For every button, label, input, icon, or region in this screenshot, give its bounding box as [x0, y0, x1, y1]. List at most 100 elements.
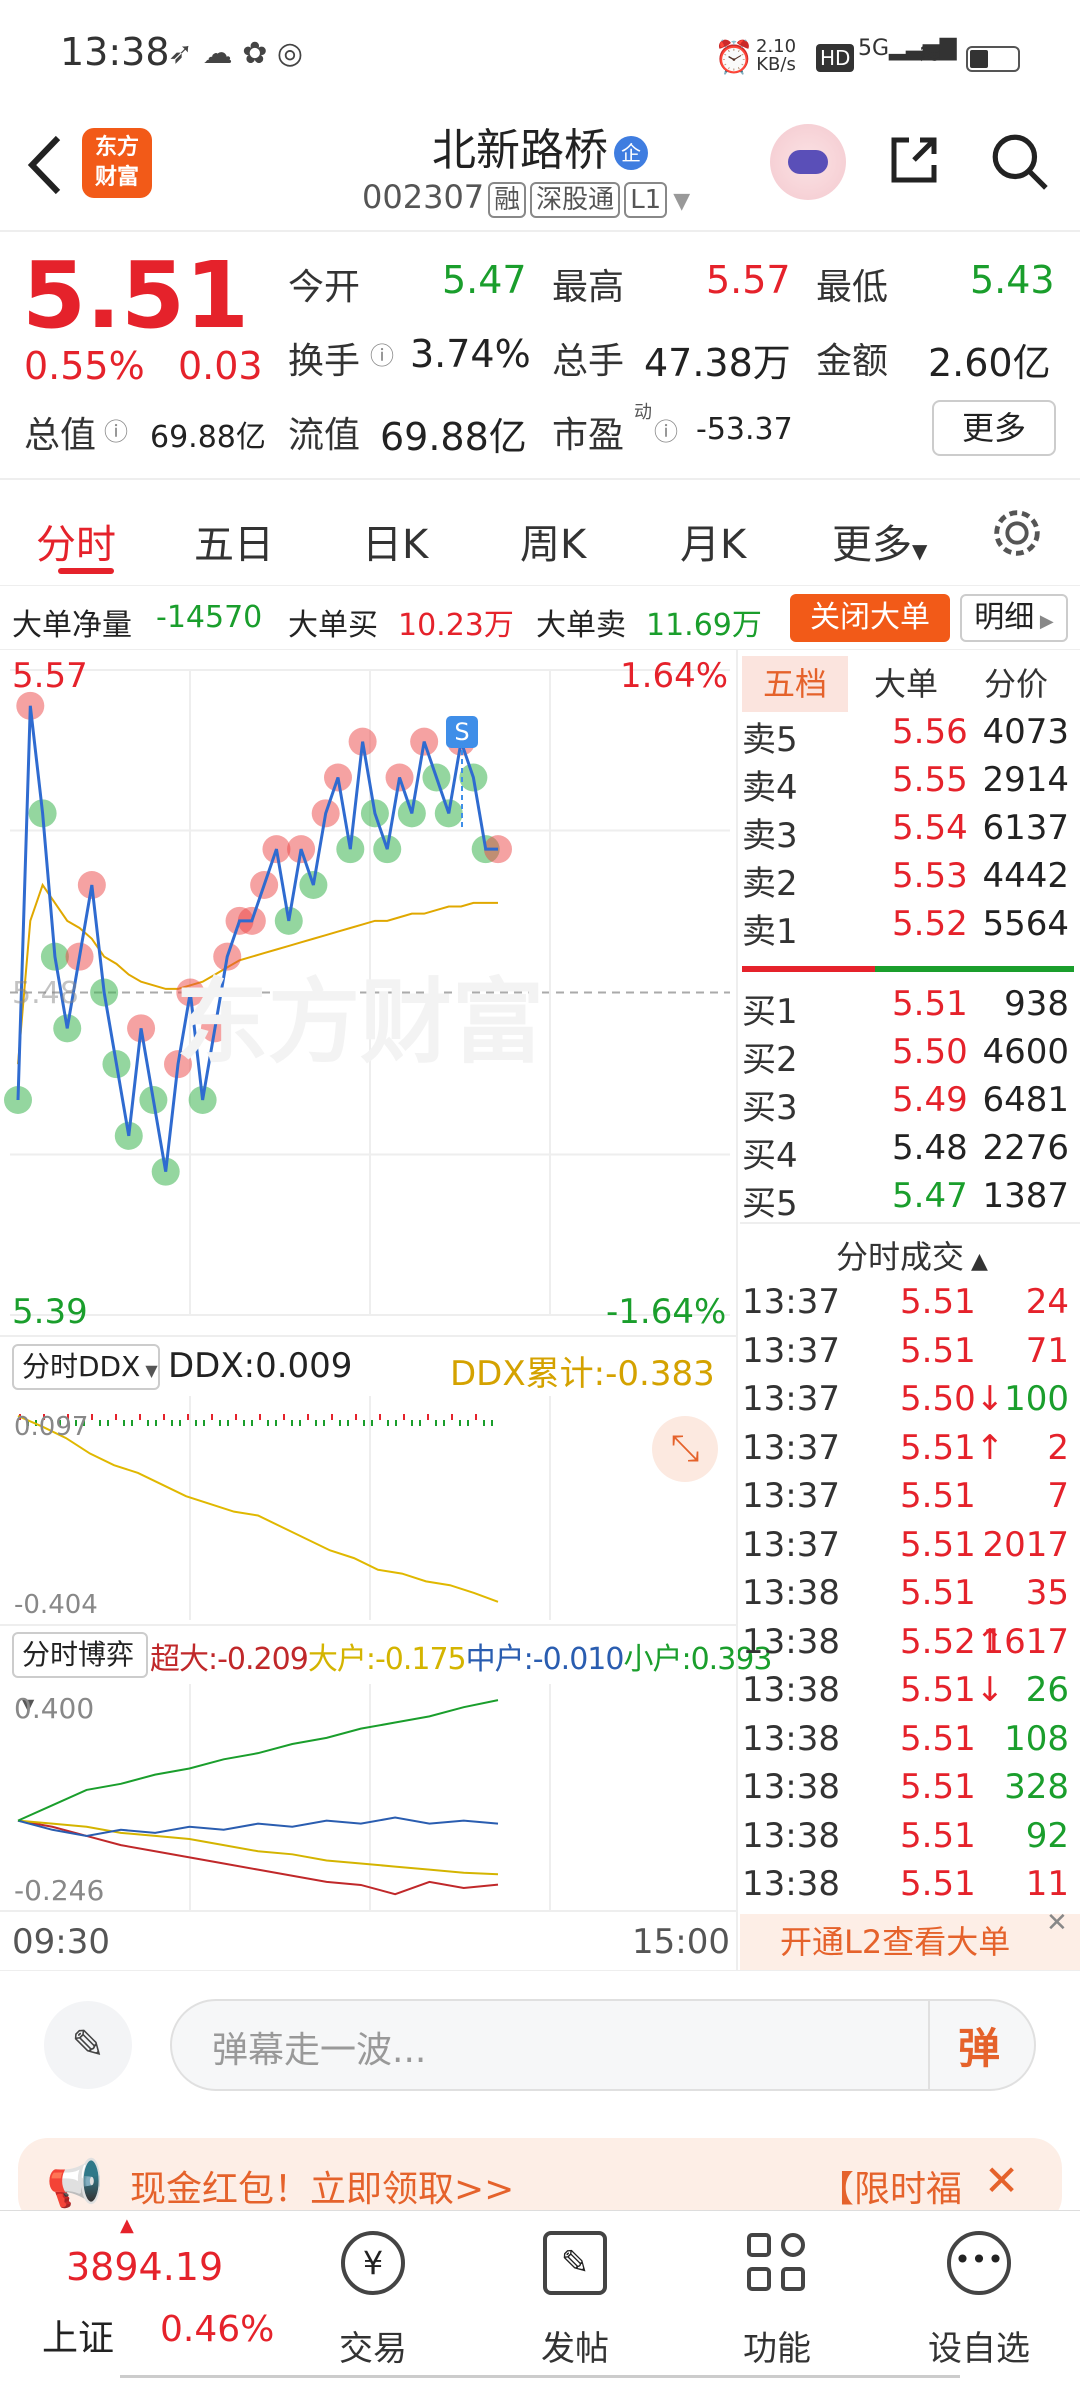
trade-row: 13:38 5.51 11 — [740, 1864, 1075, 1912]
game-top-label: 0.400 — [14, 1692, 95, 1725]
level-label: 买3 — [742, 1088, 798, 1128]
tab-intraday[interactable]: 分时 — [36, 522, 116, 568]
high-label: 最高 — [552, 267, 625, 308]
bid-row[interactable]: 买4 5.48 2276 — [740, 1128, 1075, 1176]
note-icon[interactable]: ✎ — [44, 2001, 132, 2089]
trade-time: 13:37 — [742, 1282, 840, 1322]
level-volume: 4073 — [982, 712, 1069, 752]
ddx-bottom-label: -0.404 — [14, 1590, 98, 1620]
bid-row[interactable]: 买5 5.47 1387 — [740, 1176, 1075, 1224]
trade-time: 13:38 — [742, 1815, 840, 1856]
game-chart[interactable] — [0, 1684, 736, 1910]
mid-price-label: 5.48 — [12, 976, 79, 1011]
index-widget[interactable]: ▲ 3894.19 上证 0.46% — [42, 2215, 275, 2359]
nav-functions[interactable]: 功能 — [712, 2211, 842, 2388]
ask-row[interactable]: 卖1 5.52 5564 — [740, 904, 1075, 952]
info-icon[interactable]: ⓘ — [654, 418, 678, 446]
level-volume: 4442 — [982, 856, 1069, 896]
search-icon[interactable] — [988, 130, 1050, 192]
tab-week-k[interactable]: 周K — [520, 522, 587, 568]
tab-big-orders[interactable]: 大单 — [874, 665, 939, 703]
tab-month-k[interactable]: 月K — [680, 522, 747, 568]
tab-price-dist[interactable]: 分价 — [984, 665, 1049, 703]
stock-header: 东方 财富 北新路桥企 002307 融深股通 L1 ▼ — [0, 110, 1080, 230]
ask-row[interactable]: 卖5 5.56 4073 — [740, 712, 1075, 760]
level-label: 卖1 — [742, 912, 798, 952]
status-bar: 13:38 ➶ ☁ ✿ ◎ ⏰ 2.10 KB/s HD 5G▂▃▅▇ ≋ — [0, 0, 1080, 110]
orderbook-tabs: 五档 大单 分价 — [740, 652, 1080, 718]
ask-row[interactable]: 卖2 5.53 4442 — [740, 856, 1075, 904]
trade-time: 13:38 — [742, 1670, 840, 1710]
bid-row[interactable]: 买3 5.49 6481 — [740, 1080, 1075, 1128]
bid-row[interactable]: 买2 5.50 4600 — [740, 1032, 1075, 1080]
close-icon[interactable]: ✕ — [1046, 1908, 1068, 1938]
level-price: 5.56 — [892, 712, 968, 752]
y-bottom-label: 5.39 — [12, 1292, 88, 1332]
trade-row: 13:38 5.51↓ 26 — [740, 1670, 1075, 1718]
sell-label: 大单卖 — [536, 608, 626, 643]
robot-avatar-icon[interactable] — [770, 124, 846, 200]
danmaku-input[interactable]: 弹幕走一波... 弹 — [170, 1999, 1036, 2091]
more-button[interactable]: 更多 — [932, 400, 1056, 456]
nav-trade[interactable]: ¥ 交易 — [308, 2211, 438, 2388]
ask-row[interactable]: 卖3 5.54 6137 — [740, 808, 1075, 856]
float-label: 流值 — [288, 415, 361, 456]
trade-price: 5.51 — [900, 1282, 976, 1322]
level-label: 卖3 — [742, 816, 798, 856]
gear-icon[interactable] — [988, 504, 1046, 562]
pe-superscript: 动 — [634, 402, 652, 423]
detail-button[interactable]: 明细 ▶ — [960, 594, 1068, 642]
danmaku-send-icon[interactable]: 弹 — [958, 2024, 1001, 2073]
intraday-chart[interactable] — [0, 650, 736, 1335]
pct-bottom-label: -1.64% — [606, 1292, 727, 1332]
tab-five-day[interactable]: 五日 — [194, 522, 274, 568]
game-selector[interactable]: 分时博弈 ▼ — [12, 1632, 148, 1714]
ask-row[interactable]: 卖4 5.55 2914 — [740, 760, 1075, 808]
quote-panel: 5.51 0.55% 0.03 今开 5.47 最高 5.57 最低 5.43 … — [0, 232, 1080, 482]
index-name: 上证 — [42, 2318, 115, 2359]
ddx-top-label: 0.097 — [14, 1412, 89, 1442]
l2-banner[interactable]: 开通L2查看大单 — [740, 1914, 1080, 1970]
back-arrow-icon[interactable] — [22, 130, 72, 200]
tab-five-levels[interactable]: 五档 — [742, 656, 848, 712]
wifi-icon: ≋ — [918, 36, 944, 71]
promo-close-icon[interactable]: ✕ — [984, 2156, 1020, 2205]
info-icon[interactable]: ⓘ — [370, 342, 394, 370]
expand-icon[interactable]: ⤡ — [652, 1416, 718, 1482]
enterprise-badge: 企 — [614, 136, 648, 170]
close-big-order-button[interactable]: 关闭大单 — [790, 594, 950, 642]
nav-label: 设自选 — [928, 2329, 1030, 2369]
x-start-label: 09:30 — [12, 1922, 110, 1962]
turnover-value: 3.74% — [410, 332, 531, 376]
tab-more[interactable]: 更多▼ — [832, 522, 928, 568]
ddx-chart[interactable] — [0, 1396, 736, 1620]
info-icon[interactable]: ⓘ — [104, 418, 128, 446]
game-series-line — [17, 1699, 499, 1822]
nav-label: 功能 — [743, 2329, 811, 2369]
bid-row[interactable]: 买1 5.51 938 — [740, 984, 1075, 1032]
level-price: 5.54 — [892, 808, 968, 848]
nav-post[interactable]: ✎ 发帖 — [510, 2211, 640, 2388]
bottom-nav: ▲ 3894.19 上证 0.46% ¥ 交易 ✎ 发帖 功能 ••• 设自选 — [0, 2210, 1080, 2388]
megaphone-icon: 📢 — [46, 2156, 104, 2210]
game-legend: 超大:-0.209大户:-0.175中户:-0.010小户:0.393 — [150, 1642, 772, 1677]
trade-price: 5.51 — [900, 1524, 976, 1565]
tab-day-k[interactable]: 日K — [362, 522, 429, 568]
amount-value: 2.60亿 — [928, 341, 1051, 385]
alarm-icon: ⏰ — [714, 38, 754, 76]
change-pct: 0.55% — [24, 344, 145, 388]
low-label: 最低 — [816, 267, 889, 308]
sell-value: 11.69万 — [646, 608, 762, 643]
level-price: 5.49 — [892, 1080, 968, 1120]
share-icon[interactable] — [884, 130, 944, 190]
trade-price: 5.51 — [900, 1330, 976, 1371]
nav-add-watchlist[interactable]: ••• 设自选 — [914, 2211, 1044, 2388]
ddx-selector[interactable]: 分时DDX ▼ — [12, 1344, 160, 1390]
big-order-bar: 大单净量 -14570 大单买 10.23万 大单卖 11.69万 关闭大单 明… — [0, 585, 1080, 650]
trade-row: 13:38 5.52↑ 1617 — [740, 1622, 1075, 1670]
app-logo[interactable]: 东方 财富 — [82, 128, 152, 198]
trades-title[interactable]: 分时成交 ▲ — [836, 1238, 988, 1276]
trade-volume: 26 — [1025, 1670, 1069, 1710]
pe-value: -53.37 — [696, 412, 793, 447]
trade-row: 13:37 5.50↓ 100 — [740, 1379, 1075, 1427]
